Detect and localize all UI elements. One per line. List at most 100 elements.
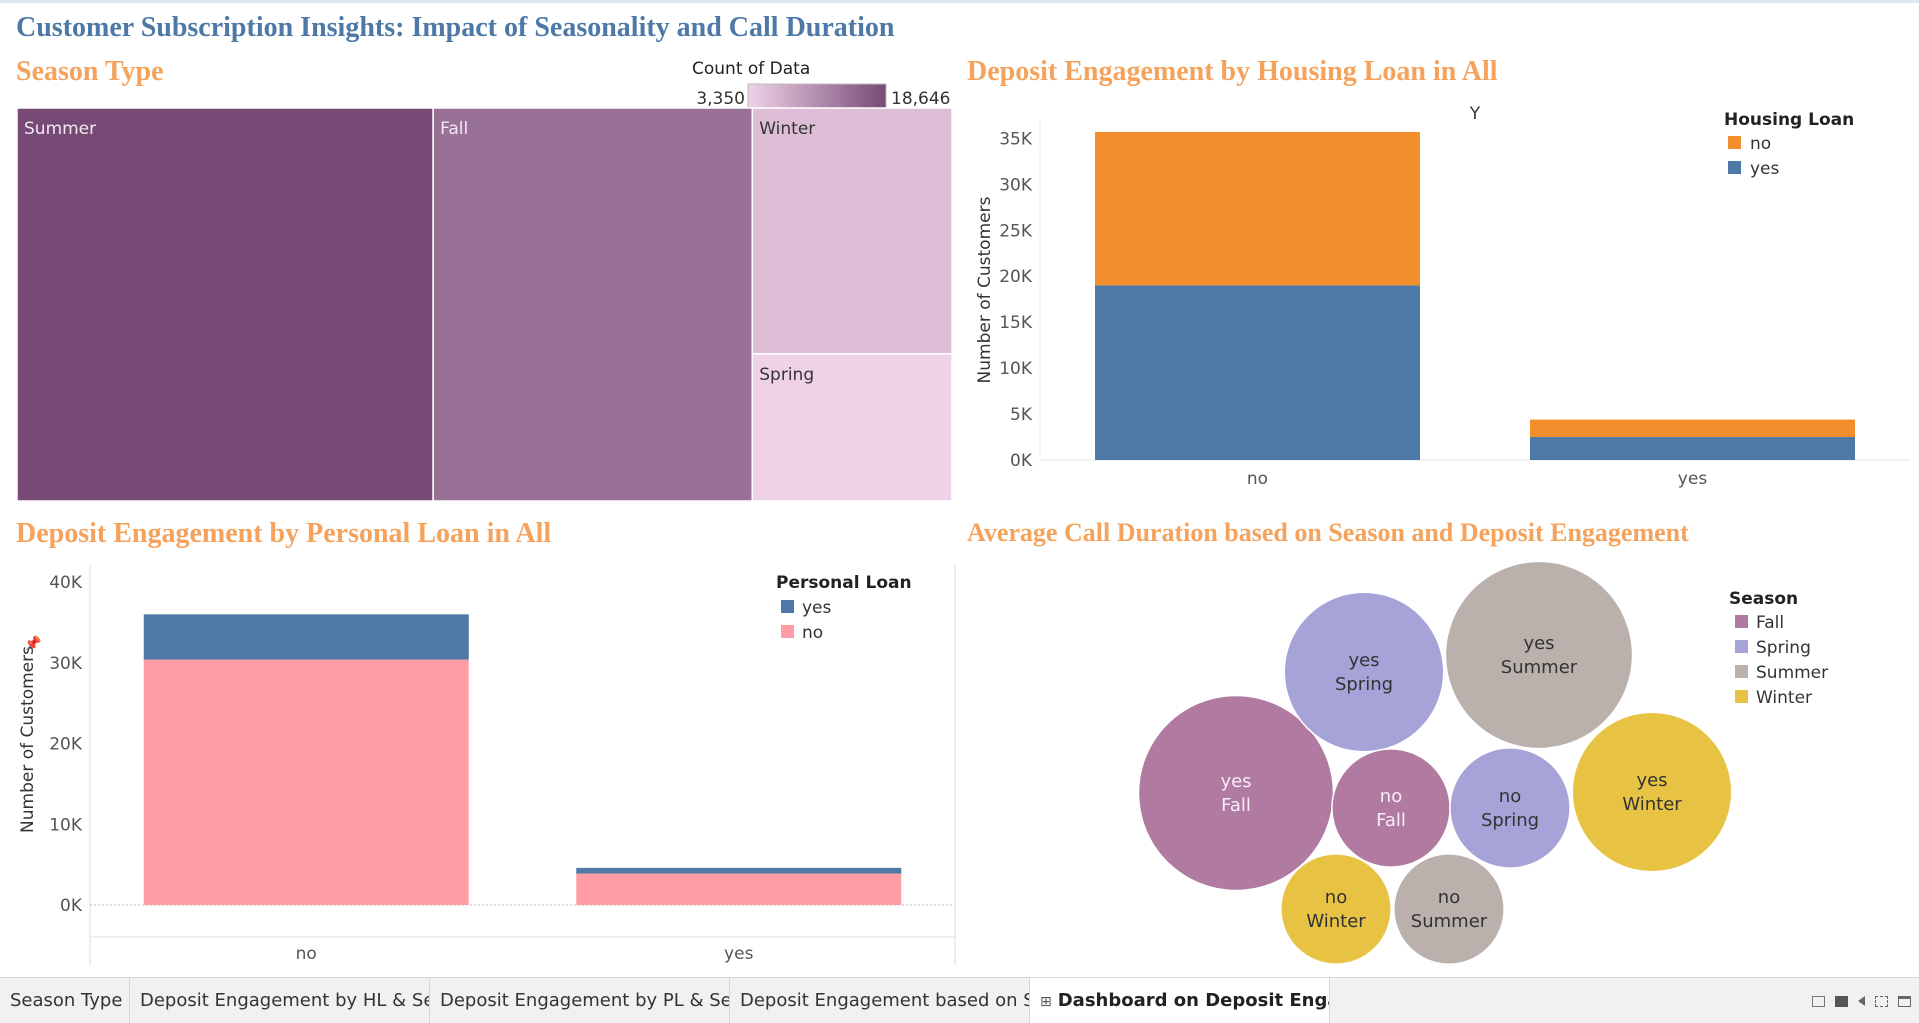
bubble-label-season: Summer: [1501, 657, 1578, 678]
treemap-label-summer: Summer: [24, 119, 96, 139]
y-tick-label: 5K: [1010, 405, 1033, 425]
bar-no-yes[interactable]: [143, 614, 469, 660]
bubble-label-deposit: yes: [1348, 650, 1379, 671]
show-tabs-icon[interactable]: [1835, 995, 1848, 1007]
bubble-label-deposit: yes: [1523, 633, 1554, 654]
bar-yes-no[interactable]: [576, 873, 902, 905]
bar-no-no[interactable]: [1095, 131, 1420, 286]
bubble-label-season: Winter: [1306, 911, 1366, 932]
show-sheet-sorter-icon[interactable]: [1812, 995, 1825, 1007]
bubble-label-deposit: no: [1438, 887, 1460, 908]
tab-label: Deposit Engagement by HL & Se...: [140, 990, 430, 1011]
tab-label: Season Type: [10, 990, 123, 1011]
treemap-label-spring: Spring: [759, 365, 814, 385]
tab-dashboard[interactable]: ⊞ Dashboard on Deposit Enga...: [1030, 978, 1330, 1023]
housing-legend-label-no: no: [1750, 134, 1771, 154]
treemap-legend-gradient: [747, 83, 887, 109]
treemap-cell-spring[interactable]: [751, 353, 953, 502]
tab-controls: [1812, 994, 1911, 1008]
personal-legend-label-yes: yes: [802, 598, 832, 618]
bubble-yes-summer[interactable]: [1444, 560, 1634, 750]
bubble-legend-swatch-winter[interactable]: [1735, 690, 1748, 703]
x-category-label: yes: [1678, 469, 1708, 489]
previous-sheet-icon[interactable]: [1858, 996, 1865, 1006]
treemap-legend-title: Count of Data: [692, 59, 810, 79]
y-axis-label: Number of Customers: [18, 646, 38, 833]
tab-deposit-pl[interactable]: Deposit Engagement by PL & Se...: [430, 978, 730, 1023]
treemap-cell-winter[interactable]: [751, 107, 953, 355]
dashboard-title: Customer Subscription Insights: Impact o…: [16, 12, 895, 43]
personal-legend-label-no: no: [802, 623, 823, 643]
personal-legend-swatch-yes[interactable]: [781, 600, 794, 613]
bubble-label-deposit: yes: [1636, 770, 1667, 791]
y-tick-label: 0K: [1010, 451, 1033, 471]
x-category-label: no: [1247, 469, 1268, 489]
presentation-mode-icon[interactable]: [1898, 995, 1911, 1007]
bar-yes-yes[interactable]: [576, 867, 902, 874]
bar-no-no[interactable]: [143, 659, 469, 905]
y-tick-label: 30K: [999, 175, 1033, 195]
personal-loan-title: Deposit Engagement by Personal Loan in A…: [16, 518, 552, 549]
personal-legend-title: Personal Loan: [776, 573, 912, 593]
tab-label: Deposit Engagement based on S...: [740, 990, 1030, 1011]
bubble-label-deposit: no: [1325, 887, 1347, 908]
bubble-no-spring[interactable]: [1449, 747, 1571, 869]
bubble-label-season: Fall: [1376, 810, 1406, 831]
housing-loan-title: Deposit Engagement by Housing Loan in Al…: [967, 56, 1498, 87]
bubble-yes-winter[interactable]: [1571, 711, 1733, 873]
bubble-no-fall[interactable]: [1331, 748, 1451, 868]
bubble-no-winter[interactable]: [1280, 853, 1392, 965]
call-duration-title: Average Call Duration based on Season an…: [967, 518, 1689, 547]
y-axis-label: Number of Customers: [975, 196, 995, 383]
bubble-legend-swatch-spring[interactable]: [1735, 640, 1748, 653]
treemap-cell-summer[interactable]: [16, 107, 434, 502]
y-tick-label: 10K: [999, 359, 1033, 379]
personal-legend-swatch-no[interactable]: [781, 625, 794, 638]
housing-legend-swatch-yes[interactable]: [1728, 161, 1741, 174]
bubble-legend-label-summer: Summer: [1756, 663, 1828, 683]
y-tick-label: 0K: [60, 896, 83, 916]
bubble-yes-spring[interactable]: [1283, 591, 1445, 753]
bubble-label-season: Winter: [1622, 794, 1682, 815]
tab-label: Deposit Engagement by PL & Se...: [440, 990, 730, 1011]
housing-legend-swatch-no[interactable]: [1728, 136, 1741, 149]
bubble-label-season: Spring: [1335, 674, 1393, 695]
tab-deposit-hl[interactable]: Deposit Engagement by HL & Se...: [130, 978, 430, 1023]
season-type-title: Season Type: [16, 56, 164, 87]
treemap-legend-max: 18,646: [891, 89, 950, 109]
sheet-tab-bar: Season Type Deposit Engagement by HL & S…: [0, 977, 1919, 1023]
dashboard-grid-icon: ⊞: [1040, 994, 1052, 1010]
bubble-label-season: Fall: [1221, 795, 1251, 816]
bubble-label-deposit: yes: [1220, 771, 1251, 792]
y-tick-label: 40K: [49, 573, 83, 593]
bubble-legend-label-winter: Winter: [1756, 688, 1812, 708]
bar-no-yes[interactable]: [1095, 285, 1420, 460]
top-border: [0, 0, 1919, 3]
tab-deposit-season[interactable]: Deposit Engagement based on S...: [730, 978, 1030, 1023]
bar-yes-no[interactable]: [1530, 419, 1855, 438]
y-tick-label: 15K: [999, 313, 1033, 333]
y-tick-label: 20K: [49, 735, 83, 755]
bubble-legend-title: Season: [1729, 589, 1798, 609]
bar-yes-yes[interactable]: [1530, 437, 1855, 460]
x-category-label: yes: [724, 944, 754, 964]
bubble-legend-swatch-summer[interactable]: [1735, 665, 1748, 678]
treemap-cell-fall[interactable]: [432, 107, 754, 502]
fullscreen-icon[interactable]: [1875, 995, 1888, 1007]
housing-legend-label-yes: yes: [1750, 159, 1780, 179]
tab-label: Dashboard on Deposit Enga...: [1057, 990, 1330, 1011]
y-tick-label: 35K: [999, 129, 1033, 149]
bubble-label-deposit: no: [1499, 786, 1521, 807]
y-tick-label: 10K: [49, 815, 83, 835]
bubble-label-season: Summer: [1411, 911, 1488, 932]
bubble-legend-swatch-fall[interactable]: [1735, 615, 1748, 628]
pin-icon[interactable]: 📌: [24, 634, 42, 652]
bubble-label-deposit: no: [1380, 786, 1402, 807]
tab-season-type[interactable]: Season Type: [0, 978, 130, 1023]
treemap-legend-min: 3,350: [696, 89, 745, 109]
bubble-no-summer[interactable]: [1393, 853, 1505, 965]
